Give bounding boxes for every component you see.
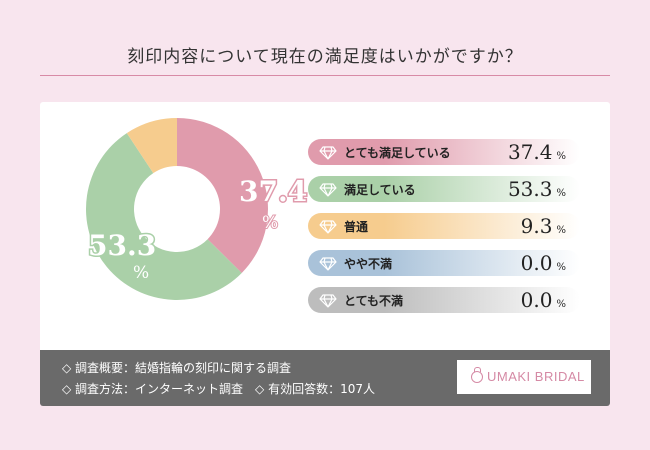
ring-icon <box>471 367 483 383</box>
slice-very-satisfied <box>177 118 268 273</box>
legend-value: 37.4% <box>508 140 566 164</box>
page-title: 刻印内容について現在の満足度はいかがですか？ <box>127 47 523 67</box>
legend-value-unit: % <box>556 262 566 273</box>
legend-value-unit: % <box>556 299 566 310</box>
diamond-icon <box>319 256 337 271</box>
title-divider <box>40 75 610 76</box>
diamond-icon <box>319 293 337 308</box>
legend-value-unit: % <box>556 225 566 236</box>
survey-overview: ◇ 調査概要：結婚指輪の刻印に関する調査 <box>62 361 292 375</box>
legend-label: やや不満 <box>344 257 393 271</box>
slice-unit-label: % <box>133 263 149 283</box>
legend-item: とても不満 0.0% <box>308 287 580 313</box>
legend-item: 満足している 53.3% <box>308 176 580 202</box>
slice-neutral <box>126 118 177 174</box>
brand-logo: UMAKI BRIDAL <box>457 360 591 394</box>
legend-value: 0.0% <box>521 288 566 312</box>
legend-value-unit: % <box>556 188 566 199</box>
diamond-icon <box>319 219 337 234</box>
legend-value-number: 9.3 <box>520 214 553 238</box>
slice-value-label: 37.4 <box>239 175 307 208</box>
chart-card: 37.4% 53.3% とても満足している 37.4% 満足している 53.3% 普通 9.… <box>40 102 610 350</box>
survey-method: ◇ 調査方法：インターネット調査 ◇ 有効回答数：107人 <box>62 382 375 396</box>
legend-value: 53.3% <box>508 177 566 201</box>
diamond-icon <box>319 145 337 160</box>
legend-value: 9.3% <box>521 214 566 238</box>
legend-value-number: 0.0 <box>520 251 553 275</box>
brand-name: UMAKI BRIDAL <box>487 369 585 384</box>
legend-item: やや不満 0.0% <box>308 250 580 276</box>
slice-value-label: 53.3 <box>88 229 156 262</box>
slice-unit-label: % <box>262 213 278 233</box>
legend-value-number: 37.4 <box>507 140 553 164</box>
legend-item: とても満足している 37.4% <box>308 139 580 165</box>
legend-value: 0.0% <box>521 251 566 275</box>
legend-value-number: 0.0 <box>520 288 553 312</box>
legend-value-unit: % <box>556 151 566 162</box>
legend-value-number: 53.3 <box>507 177 553 201</box>
legend-label: とても満足している <box>344 146 451 160</box>
legend-label: 普通 <box>344 220 369 234</box>
legend-label: とても不満 <box>344 294 404 308</box>
survey-footer: ◇ 調査概要：結婚指輪の刻印に関する調査 ◇ 調査方法：インターネット調査 ◇ … <box>40 350 610 406</box>
diamond-icon <box>319 182 337 197</box>
legend-label: 満足している <box>344 183 416 197</box>
donut-chart: 37.4%53.3% <box>86 118 309 300</box>
slice-satisfied <box>86 133 242 300</box>
legend-item: 普通 9.3% <box>308 213 580 239</box>
